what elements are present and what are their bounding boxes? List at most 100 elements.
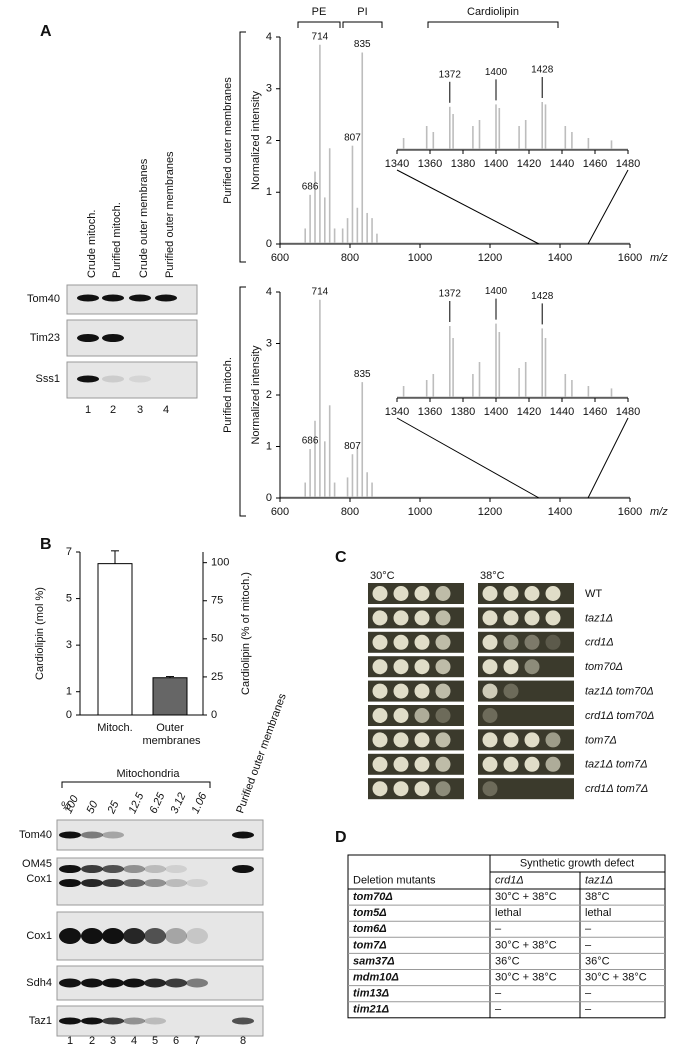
x-tick-label: 1200 xyxy=(478,506,502,518)
strain-label: crd1Δ tom7Δ xyxy=(585,783,648,795)
table-cell: tom6Δ xyxy=(353,923,387,935)
peak-label: 1428 xyxy=(531,291,554,302)
band xyxy=(59,1017,81,1025)
table-cell: 30°C + 38°C xyxy=(495,891,557,903)
zoom-line xyxy=(587,169,629,245)
y-tick-label: 0 xyxy=(66,709,72,721)
band xyxy=(102,879,124,887)
yeast-spot xyxy=(482,683,498,699)
yeast-spot xyxy=(503,756,519,772)
yeast-spot xyxy=(503,683,519,699)
yeast-spot xyxy=(414,610,430,626)
x-tick-label: 1340 xyxy=(385,406,409,418)
yeast-spot xyxy=(414,659,430,675)
yeast-spot xyxy=(393,659,409,675)
band xyxy=(129,375,151,383)
strain-label: crd1Δ tom70Δ xyxy=(585,710,654,722)
x-tick-label: 1460 xyxy=(583,158,607,170)
row-label: Tim23 xyxy=(30,332,60,344)
yeast-spot xyxy=(545,634,561,650)
table-cell: tom5Δ xyxy=(353,907,387,919)
band xyxy=(77,375,99,383)
yeast-spot xyxy=(482,781,498,797)
group-bracket xyxy=(61,781,211,788)
x-tick-label: 1440 xyxy=(550,158,574,170)
yeast-spot xyxy=(372,781,388,797)
band xyxy=(77,334,99,342)
table-cell: tim13Δ xyxy=(353,988,389,1000)
lane-number: 7 xyxy=(194,1035,200,1047)
peak-label: 1372 xyxy=(439,69,462,80)
table-cell: 36°C xyxy=(495,955,520,967)
band xyxy=(232,1017,254,1025)
yeast-spot xyxy=(372,683,388,699)
yeast-spot xyxy=(524,634,540,650)
dilution-label: 3.12 xyxy=(168,791,188,815)
zoom-line xyxy=(396,169,540,245)
row-label: Cox1 xyxy=(26,873,52,885)
x-tick-label: 1400 xyxy=(484,158,508,170)
x-tick-label: 1000 xyxy=(408,506,432,518)
table-cell: mdm10Δ xyxy=(353,971,399,983)
plate-row xyxy=(478,705,574,726)
yeast-spot xyxy=(414,586,430,601)
yeast-spot xyxy=(482,708,498,723)
yeast-spot xyxy=(545,756,561,772)
row-label: Tom40 xyxy=(27,293,60,305)
table-header: Synthetic growth defect xyxy=(520,857,634,869)
band xyxy=(144,978,166,988)
lane-label: Purified mitoch. xyxy=(111,202,123,278)
x-tick-label: 800 xyxy=(341,506,359,518)
table-cell: 30°C + 38°C xyxy=(585,971,647,983)
lane-number: 1 xyxy=(85,404,91,416)
peak-label: 807 xyxy=(344,441,361,452)
bar xyxy=(152,677,188,716)
band xyxy=(81,1017,103,1025)
side-bracket xyxy=(239,286,246,517)
y-axis-label: Cardiolipin (mol %) xyxy=(34,587,46,680)
yeast-spot xyxy=(545,586,561,601)
yeast-spot xyxy=(393,781,409,797)
band xyxy=(102,334,124,342)
group-label: Cardiolipin xyxy=(467,6,519,18)
table-cell: 36°C xyxy=(585,955,610,967)
y2-tick-label: 25 xyxy=(211,671,223,683)
table-cell: tom70Δ xyxy=(353,891,393,903)
yeast-spot xyxy=(503,586,519,601)
temperature: 30°C xyxy=(370,570,395,582)
table-cell: – xyxy=(495,988,502,1000)
strain-label: taz1Δ xyxy=(585,612,613,624)
panel-label: C xyxy=(335,549,347,566)
yeast-spot xyxy=(524,659,540,675)
x-tick-label: 600 xyxy=(271,506,289,518)
panel-label: D xyxy=(335,829,347,846)
yeast-spot xyxy=(414,683,430,699)
peak-label: 686 xyxy=(302,181,319,192)
group-label: PE xyxy=(312,6,327,18)
yeast-spot xyxy=(503,610,519,626)
yeast-spot xyxy=(393,756,409,772)
x-tick-label: 1440 xyxy=(550,406,574,418)
dilution-label: 100 xyxy=(62,793,81,816)
yeast-spot xyxy=(414,708,430,723)
y-tick-label: 0 xyxy=(266,238,272,250)
y-tick-label: 3 xyxy=(266,83,272,95)
band xyxy=(102,928,124,944)
yeast-spot xyxy=(435,732,451,748)
yeast-spot xyxy=(435,756,451,772)
dilution-label: 12.5 xyxy=(126,790,146,815)
yeast-spot xyxy=(435,586,451,601)
yeast-spot xyxy=(545,732,561,748)
band xyxy=(165,978,187,988)
zoom-line xyxy=(396,417,540,499)
y-tick-label: 1 xyxy=(266,186,272,198)
y2-tick-label: 100 xyxy=(211,557,229,569)
peak-label: 1400 xyxy=(485,67,508,78)
peak-label: 714 xyxy=(312,286,329,297)
table-cell: – xyxy=(585,923,592,935)
bar xyxy=(97,563,133,716)
band xyxy=(123,1017,145,1025)
yeast-spot xyxy=(524,732,540,748)
yeast-spot xyxy=(435,781,451,797)
lane-number: 2 xyxy=(110,404,116,416)
